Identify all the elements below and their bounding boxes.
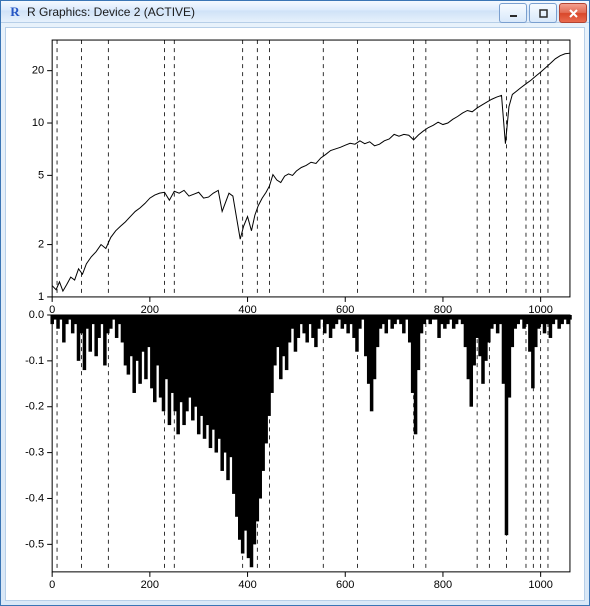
svg-text:1: 1 xyxy=(38,291,44,303)
svg-text:2: 2 xyxy=(38,239,44,251)
svg-text:10: 10 xyxy=(32,117,44,129)
svg-text:20: 20 xyxy=(32,65,44,77)
minimize-button[interactable] xyxy=(499,3,527,23)
plot-svg: 0200400600800100012510200200400600800100… xyxy=(6,28,584,600)
r-app-icon: R xyxy=(7,4,23,20)
svg-text:-0.1: -0.1 xyxy=(25,355,44,367)
r-icon-letter: R xyxy=(10,4,19,20)
svg-text:-0.5: -0.5 xyxy=(25,538,44,550)
plot-client-area: 0200400600800100012510200200400600800100… xyxy=(5,27,585,601)
svg-text:1000: 1000 xyxy=(528,579,553,591)
svg-text:1000: 1000 xyxy=(528,304,553,316)
window-title: R Graphics: Device 2 (ACTIVE) xyxy=(27,5,195,19)
svg-text:0: 0 xyxy=(49,304,55,316)
svg-text:-0.4: -0.4 xyxy=(25,493,44,505)
r-graphics-window: R R Graphics: Device 2 (ACTIVE) 02004006… xyxy=(0,0,590,606)
window-controls xyxy=(499,3,587,23)
svg-text:-0.2: -0.2 xyxy=(25,401,44,413)
maximize-button[interactable] xyxy=(529,3,557,23)
svg-text:-0.3: -0.3 xyxy=(25,447,44,459)
svg-text:800: 800 xyxy=(434,579,452,591)
svg-text:0: 0 xyxy=(49,579,55,591)
svg-text:5: 5 xyxy=(38,169,44,181)
window-titlebar[interactable]: R R Graphics: Device 2 (ACTIVE) xyxy=(1,1,589,23)
close-button[interactable] xyxy=(559,3,587,23)
svg-text:600: 600 xyxy=(336,304,354,316)
svg-text:600: 600 xyxy=(336,579,354,591)
svg-text:400: 400 xyxy=(238,579,256,591)
svg-text:800: 800 xyxy=(434,304,452,316)
svg-text:200: 200 xyxy=(141,579,159,591)
svg-text:0.0: 0.0 xyxy=(29,309,44,321)
svg-text:200: 200 xyxy=(141,304,159,316)
svg-text:400: 400 xyxy=(238,304,256,316)
